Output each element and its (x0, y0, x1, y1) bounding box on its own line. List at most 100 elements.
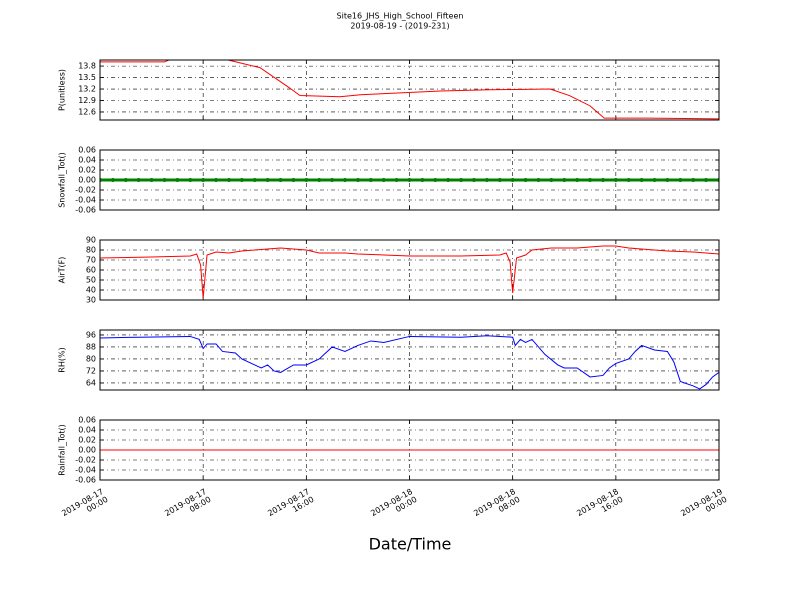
y-tick-label: 80 (86, 246, 96, 255)
point (355, 178, 360, 182)
plot-frame (99, 419, 720, 481)
point (394, 178, 399, 182)
point (536, 178, 541, 182)
point (652, 178, 657, 182)
point (497, 178, 502, 182)
line (100, 335, 719, 390)
point (226, 178, 231, 182)
y-tick-label: 88 (86, 342, 96, 351)
y-tick-label: 0.00 (78, 176, 96, 185)
chart-subtitle: 2019-08-19 - (2019-231) (350, 22, 449, 31)
y-tick-label: 0.06 (78, 146, 96, 155)
y-tick-label: -0.02 (75, 186, 96, 195)
point (149, 178, 154, 182)
plot-frame (99, 59, 720, 121)
point (523, 178, 528, 182)
point (162, 178, 167, 182)
y-tick-label: 13.2 (78, 85, 96, 94)
point (678, 178, 683, 182)
point (613, 178, 618, 182)
y-tick-label: 60 (86, 266, 96, 275)
y-tick-label: 50 (86, 276, 96, 285)
series (100, 60, 719, 120)
point (484, 178, 489, 182)
y-tick-label: 90 (86, 236, 96, 245)
point (626, 178, 631, 182)
plot-frame (99, 239, 720, 301)
point (381, 178, 386, 182)
y-axis-label: RH(%) (58, 347, 67, 372)
y-tick-label: -0.02 (75, 456, 96, 465)
plot-frame (99, 149, 720, 211)
y-tick-label: 72 (86, 366, 96, 375)
point (252, 178, 257, 182)
point (562, 178, 567, 182)
point (691, 178, 696, 182)
y-tick-label: -0.06 (75, 206, 96, 215)
y-tick-label: 13.8 (78, 62, 96, 71)
series (100, 178, 719, 182)
point (278, 178, 283, 182)
y-tick-label: 0.06 (78, 416, 96, 425)
point (459, 178, 464, 182)
point (600, 178, 605, 182)
point (265, 178, 270, 182)
series (100, 245, 719, 299)
point (368, 178, 373, 182)
y-axis-label: Rainfall_Tot() (58, 424, 67, 476)
y-tick-label: 0.04 (78, 426, 96, 435)
point (343, 178, 348, 182)
point (317, 178, 322, 182)
y-tick-label: 0.02 (78, 436, 96, 445)
point (123, 178, 128, 182)
y-axis-label: AirT(F) (58, 257, 67, 284)
point (446, 178, 451, 182)
point (239, 178, 244, 182)
y-axis-label: P(unitless) (58, 69, 67, 111)
y-tick-label: 30 (86, 296, 96, 305)
line (100, 245, 719, 299)
point (639, 178, 644, 182)
point (704, 178, 709, 182)
point (136, 178, 141, 182)
point (214, 178, 219, 182)
point (510, 178, 515, 182)
y-tick-label: 0.04 (78, 156, 96, 165)
y-tick-label: 0.00 (78, 446, 96, 455)
y-tick-label: 96 (86, 330, 96, 339)
y-tick-label: 0.02 (78, 166, 96, 175)
series (100, 335, 719, 390)
x-axis-label: Date/Time (369, 535, 452, 554)
point (291, 178, 296, 182)
point (665, 178, 670, 182)
point (588, 178, 593, 182)
point (330, 178, 335, 182)
point (549, 178, 554, 182)
point (433, 178, 438, 182)
y-tick-label: 70 (86, 256, 96, 265)
line (100, 60, 719, 120)
y-tick-label: 80 (86, 354, 96, 363)
plot-frame (99, 329, 720, 391)
y-tick-label: -0.04 (75, 196, 96, 205)
y-axis-label: Snowfall_Tot() (58, 152, 67, 208)
point (201, 178, 206, 182)
point (471, 178, 476, 182)
chart-title: Site16_JHS_High_School_Fifteen (337, 12, 464, 21)
y-tick-label: -0.06 (75, 476, 96, 485)
y-tick-label: 12.9 (78, 96, 96, 105)
y-tick-label: 13.5 (78, 73, 96, 82)
point (304, 178, 309, 182)
y-tick-label: 40 (86, 286, 96, 295)
point (407, 178, 412, 182)
y-tick-label: 12.6 (78, 107, 96, 116)
point (175, 178, 180, 182)
point (420, 178, 425, 182)
point (188, 178, 193, 182)
point (110, 178, 115, 182)
point (575, 178, 580, 182)
y-tick-label: 64 (86, 378, 96, 387)
y-tick-label: -0.04 (75, 466, 96, 475)
